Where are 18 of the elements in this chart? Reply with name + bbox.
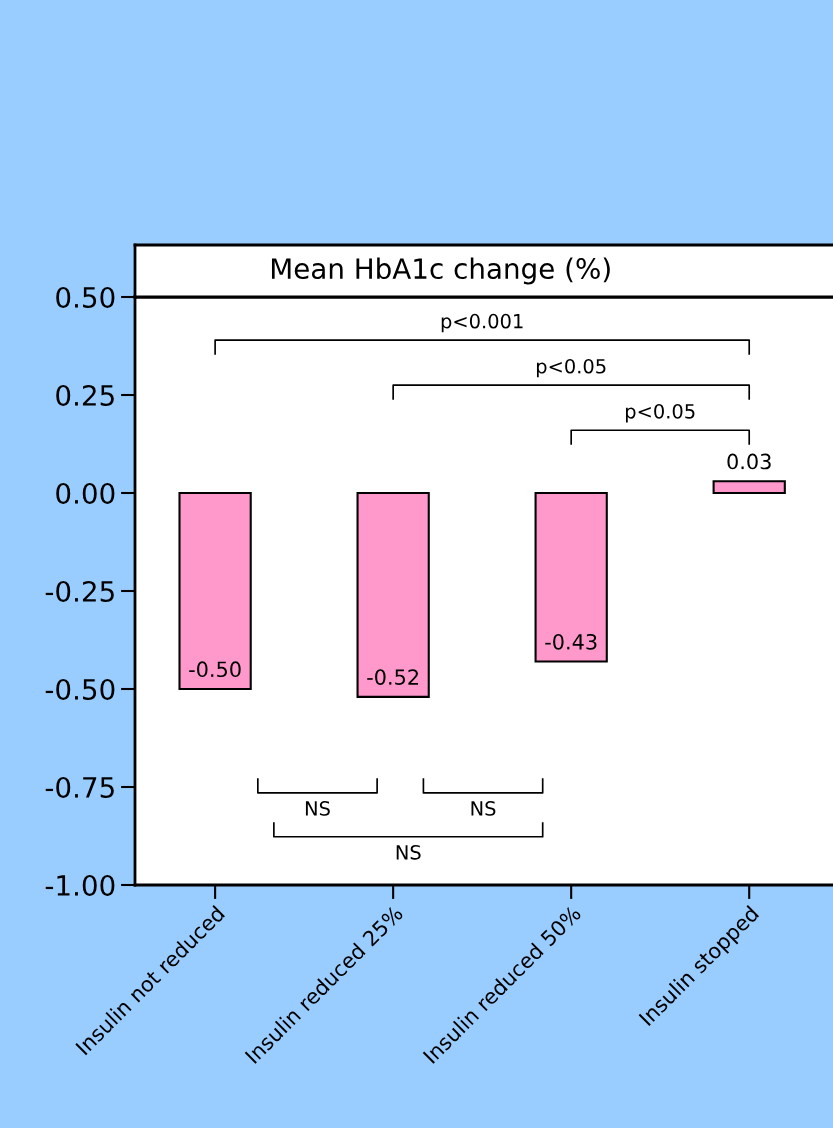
data-label: -0.43 <box>545 633 597 650</box>
data-label: 0.03 <box>727 453 771 470</box>
y-tick-label: -0.25 <box>45 580 114 602</box>
y-tick-label: 0.00 <box>56 482 115 504</box>
annotation: p<0.05 <box>536 358 606 378</box>
y-tick-label: 0.50 <box>56 286 115 308</box>
annotation: NS <box>396 844 421 860</box>
chart-title: Mean HbA1c change (%) <box>271 257 610 285</box>
y-tick-label: 0.25 <box>56 384 114 406</box>
y-tick-label: -0.75 <box>45 776 114 798</box>
annotation: NS <box>471 801 496 816</box>
annotation: p<0.001 <box>441 313 523 333</box>
y-tick-label: -1.00 <box>45 874 115 896</box>
data-label: -0.50 <box>189 661 241 678</box>
data-label: -0.52 <box>367 669 419 685</box>
y-tick-label: -0.50 <box>45 678 115 700</box>
annotation: p<0.05 <box>625 403 695 423</box>
annotation: NS <box>305 801 330 816</box>
